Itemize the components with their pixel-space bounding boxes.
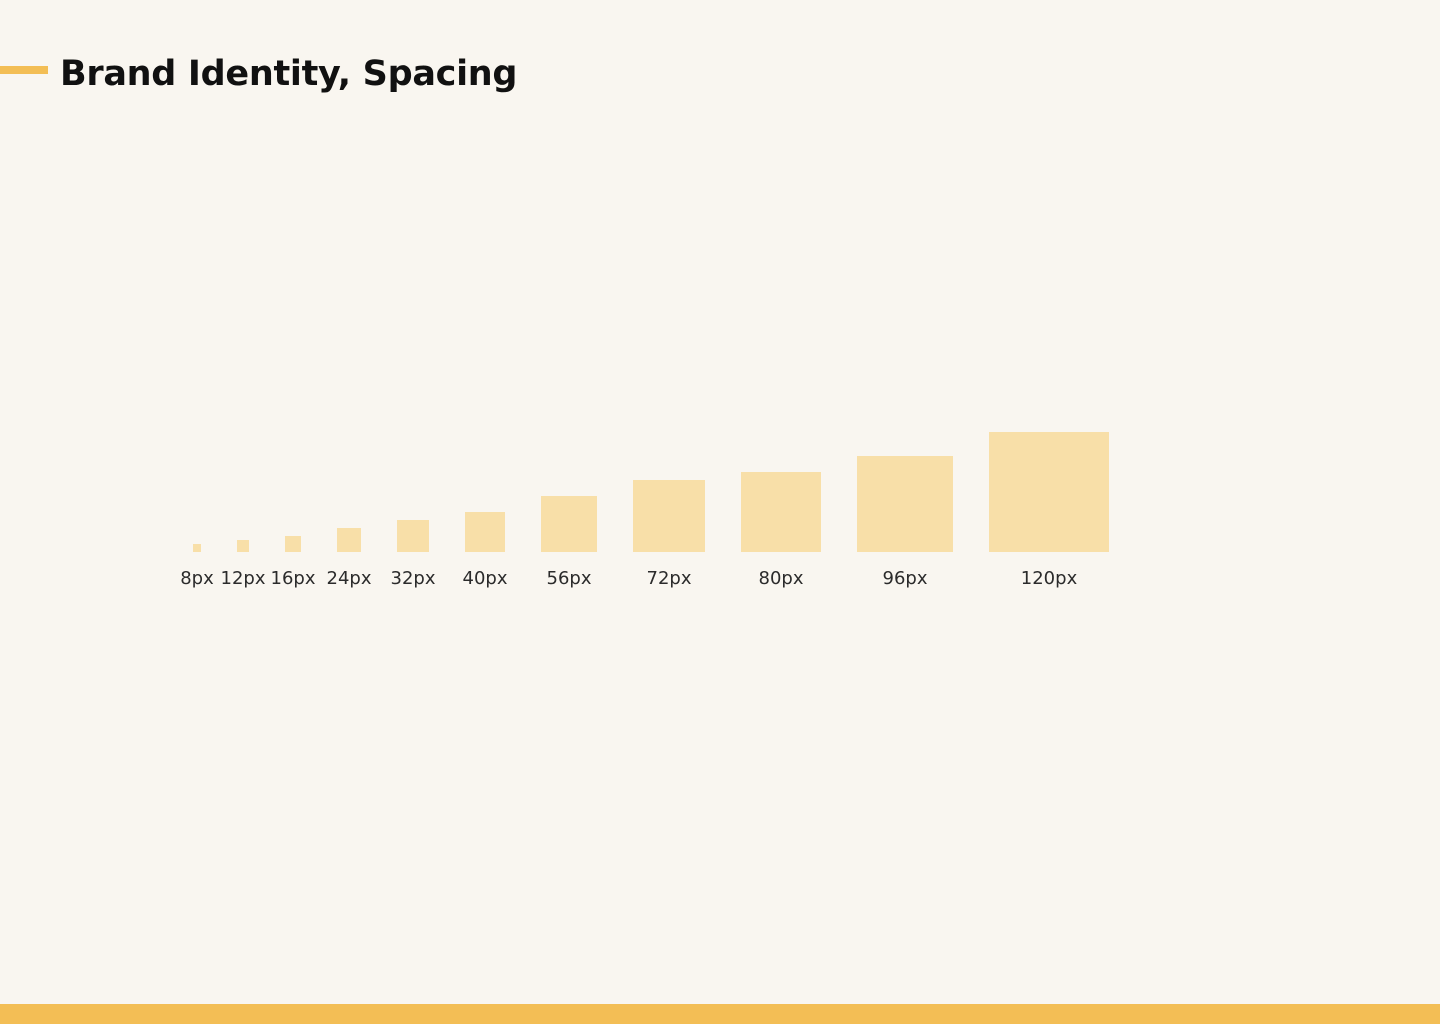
spacing-swatch-16 [285,536,301,552]
spacing-label-16: 16px [270,568,316,589]
spacing-label-72: 72px [646,568,692,589]
spacing-swatch-80 [741,472,821,552]
spacing-swatch-8 [193,544,201,552]
spacing-swatch-72 [633,480,705,552]
spacing-label-40: 40px [462,568,508,589]
spacing-swatch-96 [857,456,953,552]
spacing-swatch-24 [337,528,361,552]
spacing-label-12: 12px [220,568,266,589]
footer-accent-bar [0,1004,1440,1024]
spacing-label-24: 24px [326,568,372,589]
spacing-swatch-40 [465,512,505,552]
spacing-label-8: 8px [180,568,214,589]
spacing-swatch-120 [989,432,1109,552]
spacing-label-32: 32px [390,568,436,589]
title-accent-bar [0,66,48,74]
spacing-swatch-12 [237,540,249,552]
page-title: Brand Identity, Spacing [60,54,518,94]
spacing-swatch-56 [541,496,597,552]
spacing-label-80: 80px [758,568,804,589]
spacing-swatch-32 [397,520,429,552]
spacing-label-120: 120px [1020,568,1078,589]
spacing-label-96: 96px [882,568,928,589]
spacing-label-56: 56px [546,568,592,589]
